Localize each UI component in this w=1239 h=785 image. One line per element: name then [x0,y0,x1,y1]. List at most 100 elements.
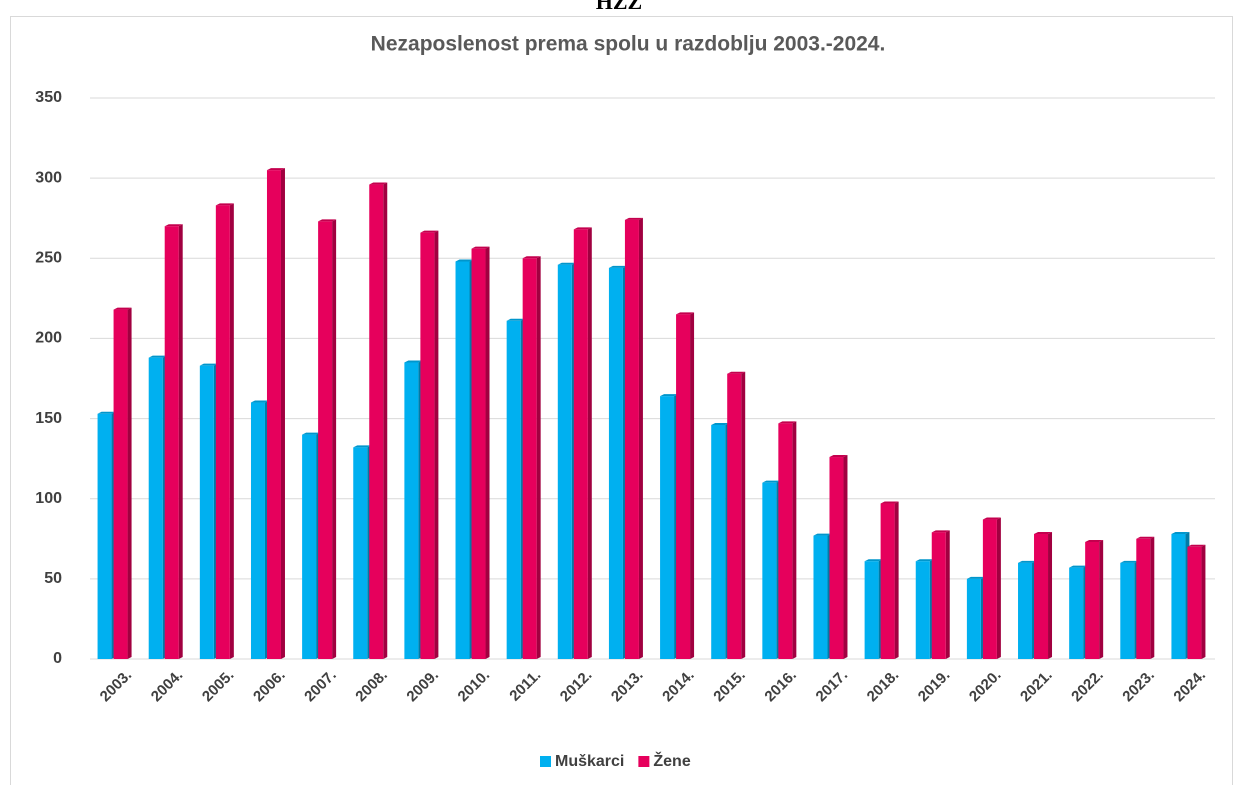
bar-top [778,421,797,424]
bar [829,457,844,659]
bar [676,314,691,659]
bar-top [573,227,592,230]
bar-side [945,530,950,659]
bar [727,373,742,659]
bar-top [302,432,321,435]
bar-top [676,312,695,315]
bar-side [996,517,1001,659]
bar-top [624,217,643,220]
bar [250,402,265,659]
bar [966,578,981,659]
bar-top [813,533,832,536]
bar-top [727,371,746,374]
bar-top [608,265,627,268]
bar-side [690,312,695,659]
bar-top [1034,531,1053,534]
bar-top [829,455,848,458]
bar-side [792,421,797,659]
y-tick-label: 150 [35,410,62,427]
bar [97,413,112,659]
y-tick-label: 350 [35,89,62,106]
bar [1171,533,1186,659]
bar-top [660,394,679,397]
bar-side [638,217,643,659]
bar-top [762,480,781,483]
bar-top [1120,560,1139,563]
bar-top [97,411,116,414]
bar-side [178,224,183,659]
bar-top [420,230,439,233]
bar-top [1136,536,1155,539]
bar-side [741,371,746,659]
bar [302,434,317,659]
y-tick-label: 100 [35,490,62,507]
bar [573,229,588,660]
bar [404,362,419,659]
bar-side [1150,536,1155,659]
bar-top [266,168,285,171]
bar-top [455,259,474,262]
bar [880,503,895,659]
bar-side [1048,531,1053,659]
bar [624,219,639,659]
bar [778,423,793,659]
legend-swatch [638,756,650,767]
bar-top [1018,560,1037,563]
bar-top [1069,565,1088,568]
bar-top [250,400,269,403]
bar [266,170,281,659]
bar [506,320,521,659]
bar-top [522,256,541,259]
bar-top [1171,531,1190,534]
bar [471,248,486,659]
bar [1069,567,1084,659]
bar [762,482,777,659]
bar [864,561,879,659]
chart-title: Nezaposlenost prema spolu u razdoblju 20… [371,33,886,56]
bar-side [536,256,541,659]
bar [1120,562,1135,659]
bar-side [485,246,490,659]
bar [164,226,179,659]
bar-top [982,517,1001,520]
y-tick-label: 300 [35,169,62,186]
bar [982,519,997,659]
bar [1136,538,1151,659]
bar [1085,541,1100,659]
bar-top [880,501,899,504]
bar-top [966,576,985,579]
header: HZZ [596,0,642,14]
bar [1187,546,1202,659]
y-tick-label: 250 [35,250,62,267]
bar-side [587,227,592,660]
bar [608,267,623,659]
bar [557,264,572,659]
bar [318,221,333,660]
y-tick-label: 200 [35,330,62,347]
bar-top [1187,544,1206,547]
bar [931,532,946,659]
bar-side [1201,544,1206,659]
bar [199,365,214,659]
bar [369,184,384,659]
bar-side [383,182,388,659]
bar-top [164,224,183,227]
bar [522,258,537,659]
bar-top [1085,539,1104,542]
legend-label: Muškarci [555,753,624,770]
bar-top [148,355,167,358]
bar-top [215,203,234,206]
bar-top [404,360,423,363]
bar-top [915,559,934,562]
bar [1034,533,1049,659]
bar [148,357,163,659]
bar [113,309,128,659]
bar-top [506,318,525,321]
legend-label: Žene [653,751,690,770]
bar-top [557,262,576,265]
bar-top [471,246,490,249]
bar [215,205,230,660]
bar [420,232,435,659]
